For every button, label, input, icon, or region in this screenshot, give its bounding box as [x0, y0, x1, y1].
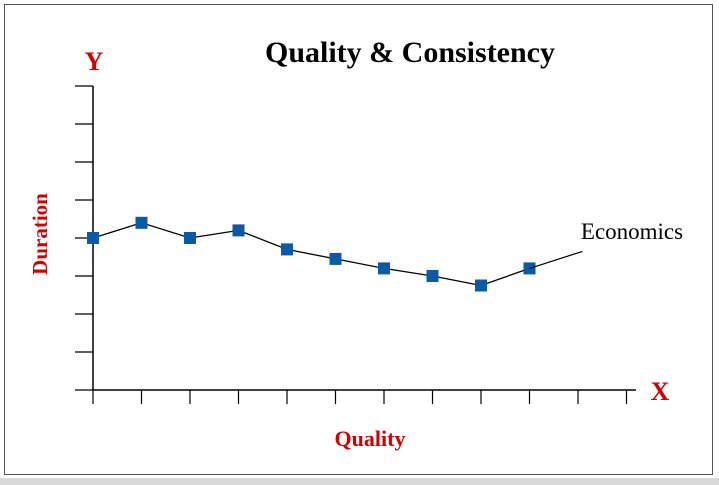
data-point: [281, 243, 293, 256]
data-point: [135, 216, 148, 229]
series-label: Economics: [581, 219, 683, 244]
data-point: [232, 224, 245, 237]
data-point: [329, 252, 342, 265]
x-axis-letter: X: [651, 377, 670, 406]
data-point: [87, 232, 99, 244]
series-line: [92, 222, 530, 287]
x-tick-group: [92, 390, 628, 404]
y-axis-label: Duration: [28, 193, 52, 275]
bottom-strip: [0, 478, 719, 485]
data-point: [378, 262, 390, 275]
data-point: [475, 279, 487, 292]
y-axis-letter: Y: [85, 47, 104, 76]
series-group: [87, 216, 536, 292]
y-tick-group: [75, 85, 93, 391]
chart-frame: [4, 4, 713, 475]
x-axis-label: Quality: [335, 426, 406, 451]
data-point: [184, 232, 196, 244]
series-label-leader: [529, 250, 583, 269]
chart-title: Quality & Consistency: [265, 36, 555, 69]
data-point: [426, 270, 439, 282]
